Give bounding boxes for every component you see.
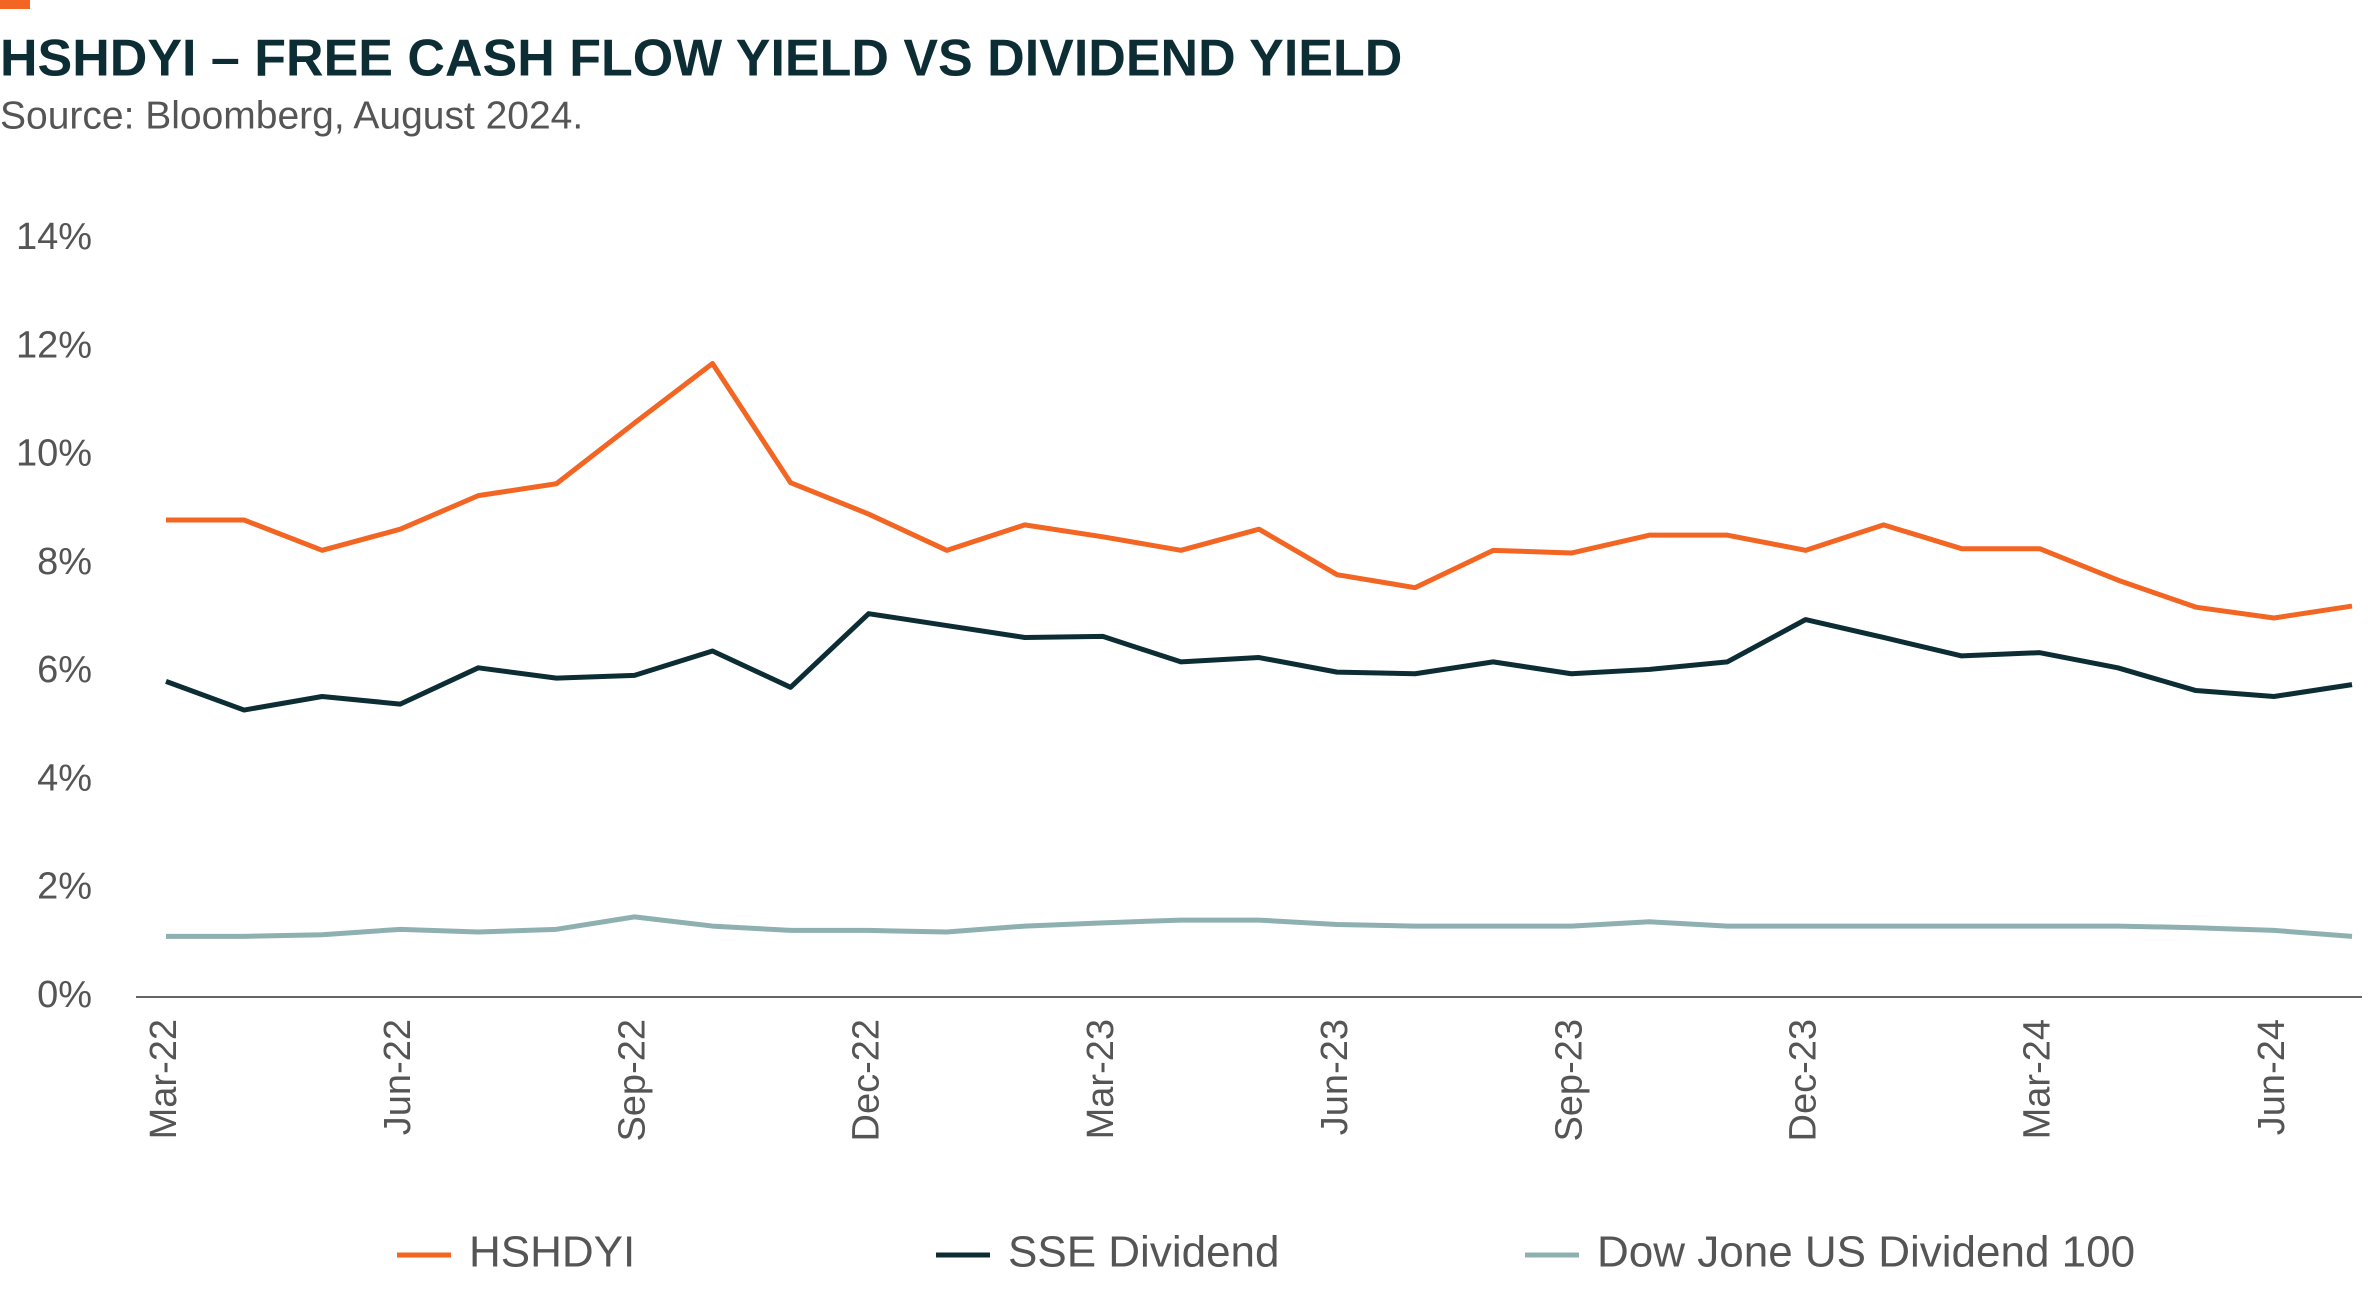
series-line — [166, 914, 2353, 939]
chart-title: HSHDYI – FREE CASH FLOW YIELD VS DIVIDEN… — [0, 30, 1402, 88]
y-tick-label: 2% — [37, 866, 92, 908]
series-line — [165, 611, 2353, 713]
x-tick-label: Jun-22 — [377, 1019, 419, 1135]
legend-label: SSE Dividend — [1008, 1228, 1279, 1277]
y-tick-label: 0% — [37, 974, 92, 1016]
legend-label: HSHDYI — [469, 1228, 635, 1277]
x-tick-label: Mar-24 — [2017, 1019, 2059, 1139]
x-tick-label: Sep-23 — [1548, 1019, 1590, 1142]
legend-label: Dow Jone US Dividend 100 — [1597, 1228, 2135, 1277]
x-tick-label: Dec-23 — [1783, 1019, 1825, 1142]
y-tick-label: 10% — [16, 433, 92, 475]
chart-subtitle: Source: Bloomberg, August 2024. — [0, 94, 583, 137]
x-tick-label: Jun-23 — [1314, 1019, 1356, 1135]
x-tick-label: Mar-23 — [1080, 1019, 1122, 1139]
series-line — [166, 361, 2353, 621]
y-tick-label: 14% — [16, 216, 92, 258]
accent-bar — [0, 0, 30, 9]
x-tick-label: Dec-22 — [846, 1019, 888, 1142]
x-tick-label: Mar-22 — [143, 1019, 185, 1139]
x-tick-label: Jun-24 — [2251, 1019, 2293, 1135]
x-tick-label: Sep-22 — [611, 1019, 653, 1142]
y-tick-label: 4% — [37, 757, 92, 799]
y-tick-label: 8% — [37, 541, 92, 583]
y-tick-label: 12% — [16, 324, 92, 366]
y-tick-label: 6% — [37, 649, 92, 691]
